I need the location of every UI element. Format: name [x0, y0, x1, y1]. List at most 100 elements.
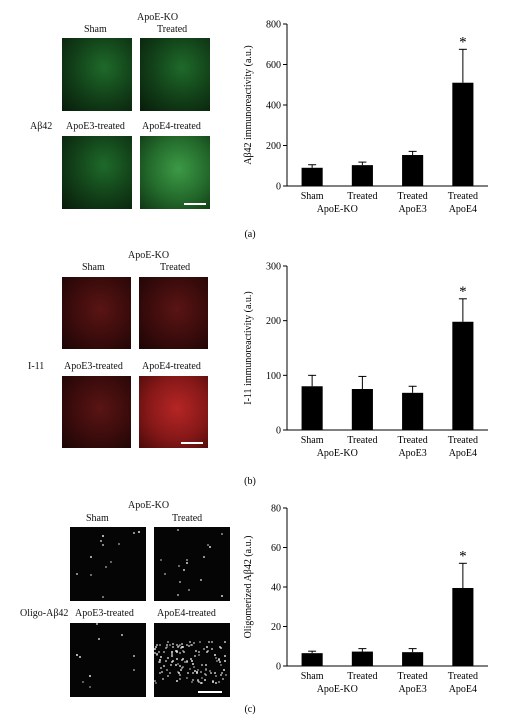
speck: [207, 650, 210, 653]
y-tick-label: 0: [276, 182, 281, 193]
speck: [170, 654, 173, 657]
speck: [184, 661, 187, 664]
y-tick-label: 300: [266, 262, 281, 273]
speck: [188, 645, 191, 648]
speck: [163, 665, 166, 668]
x-group-label: ApoE-KO: [317, 204, 358, 215]
significance-marker: *: [459, 284, 467, 300]
speck: [215, 682, 218, 685]
speck: [165, 646, 168, 649]
x-tick-sublabel: ApoE3: [398, 204, 426, 215]
speck: [220, 672, 223, 675]
speck: [176, 650, 179, 653]
x-tick-sublabel: ApoE4: [449, 684, 477, 695]
speck: [158, 661, 161, 663]
speck: [159, 655, 162, 658]
speck: [160, 558, 163, 561]
micro-label-apoe3-a: ApoE3-treated: [66, 121, 125, 132]
speck: [179, 644, 182, 647]
speck: [208, 640, 211, 643]
speck: [160, 666, 163, 669]
speck: [204, 664, 207, 667]
speck: [191, 680, 194, 683]
micrograph-sham-c: [70, 527, 146, 601]
micrograph-treated-a: [140, 38, 210, 111]
speck: [199, 682, 202, 685]
speck: [177, 528, 180, 531]
speck: [171, 650, 174, 653]
x-tick-label: Treated: [398, 671, 428, 682]
speck: [95, 623, 98, 626]
x-tick-label: Treated: [448, 191, 478, 202]
speck: [161, 678, 164, 681]
speck: [172, 642, 175, 645]
bar: [351, 389, 373, 430]
speck: [204, 673, 207, 676]
speck: [178, 673, 181, 676]
speck: [178, 671, 181, 674]
x-tick-label: Sham: [301, 191, 324, 202]
speck: [162, 650, 165, 653]
speck: [220, 532, 223, 535]
y-axis-label: Aβ42 immunoreactivity (a.u.): [243, 45, 254, 165]
speck: [154, 652, 156, 655]
speck: [214, 672, 217, 674]
y-tick-label: 200: [266, 316, 281, 327]
x-tick-label: Treated: [398, 191, 428, 202]
bar: [351, 165, 373, 186]
speck: [179, 646, 182, 649]
bar: [301, 167, 323, 186]
speck: [192, 666, 195, 669]
speck: [167, 656, 170, 659]
x-tick-sublabel: ApoE3: [398, 684, 426, 695]
micrograph-apoe4-a: [140, 136, 210, 209]
speck: [175, 680, 178, 683]
speck: [165, 659, 168, 662]
speck: [172, 645, 175, 648]
speck: [179, 652, 182, 655]
speck: [154, 646, 157, 649]
speck: [218, 645, 221, 648]
speck: [158, 643, 161, 646]
speck: [210, 672, 213, 675]
speck: [182, 649, 185, 652]
micrograph-apoe3-b: [62, 376, 131, 448]
speck: [192, 678, 195, 681]
x-tick-label: Sham: [301, 435, 324, 446]
speck: [155, 682, 158, 685]
speck: [198, 653, 201, 656]
bar: [301, 653, 323, 666]
speck: [219, 673, 222, 676]
bar: [452, 587, 474, 666]
speck: [164, 646, 167, 649]
speck: [210, 641, 213, 644]
speck: [137, 530, 140, 533]
bar: [452, 82, 474, 186]
y-tick-label: 60: [271, 543, 281, 554]
side-label-a: Aβ42: [30, 121, 53, 132]
speck: [182, 569, 185, 572]
speck: [110, 561, 113, 564]
speck: [214, 657, 217, 660]
speck: [181, 657, 184, 660]
speck: [156, 653, 159, 656]
significance-marker: *: [459, 548, 467, 564]
speck: [75, 573, 78, 576]
speck: [198, 651, 201, 654]
speck: [216, 659, 219, 662]
scale-bar: [181, 442, 203, 444]
speck: [206, 650, 209, 653]
speck: [218, 658, 221, 661]
speck: [203, 555, 206, 558]
speck: [198, 640, 201, 643]
scale-bar: [184, 203, 206, 205]
speck: [189, 640, 192, 643]
side-label-b: I-11: [28, 361, 45, 372]
speck: [192, 662, 195, 665]
micrograph-apoe3-a: [62, 136, 132, 209]
speck: [204, 669, 207, 672]
micrograph-apoe3-c: [70, 623, 146, 697]
speck: [194, 650, 197, 653]
micro-header-b: ApoE-KO: [128, 250, 170, 261]
speck: [159, 658, 162, 661]
